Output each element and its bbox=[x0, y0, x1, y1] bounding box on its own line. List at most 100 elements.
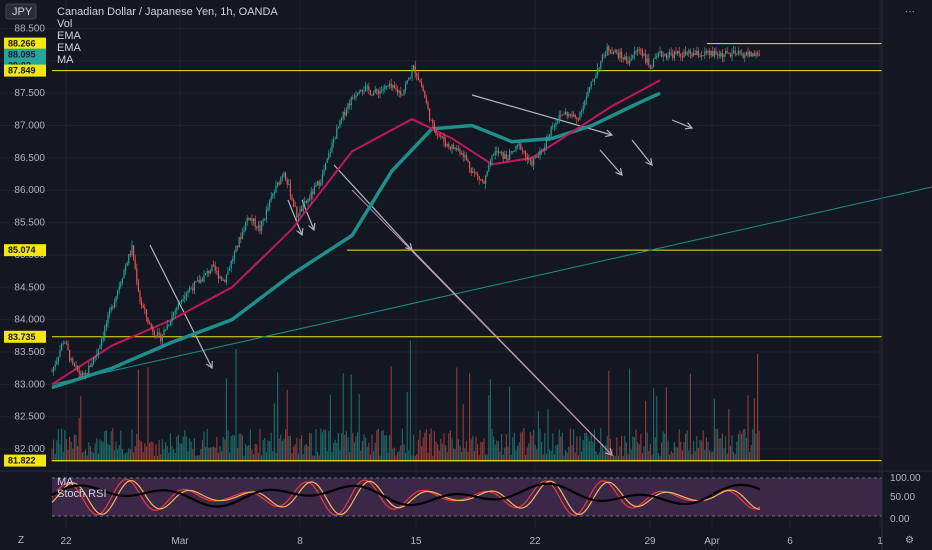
volume-bar bbox=[656, 396, 658, 462]
volume-bar bbox=[625, 442, 627, 462]
candle-body bbox=[437, 134, 439, 135]
candle-body bbox=[237, 245, 239, 247]
candle-body bbox=[571, 114, 573, 117]
volume-bar bbox=[57, 428, 59, 462]
volume-bar bbox=[720, 438, 722, 462]
candle-body bbox=[504, 154, 506, 159]
volume-bar bbox=[152, 442, 154, 462]
legend-ema-1[interactable]: EMA bbox=[57, 30, 82, 42]
volume-bar bbox=[302, 454, 304, 462]
candle-body bbox=[480, 179, 482, 181]
volume-bar bbox=[651, 454, 653, 462]
volume-bar bbox=[93, 452, 95, 462]
volume-bar bbox=[219, 445, 221, 462]
volume-bar bbox=[366, 446, 368, 462]
settings-gear-icon[interactable]: ⚙ bbox=[905, 535, 914, 546]
volume-bar bbox=[104, 431, 106, 462]
timezone-icon[interactable]: Z bbox=[18, 535, 24, 546]
candle-body bbox=[243, 230, 245, 232]
legend-ma[interactable]: MA bbox=[57, 54, 74, 66]
drawn-arrow-head bbox=[296, 227, 304, 237]
candle-body bbox=[657, 53, 659, 56]
volume-bar bbox=[133, 452, 135, 462]
candle-body bbox=[694, 53, 696, 55]
candle-body bbox=[259, 225, 261, 231]
candle-body bbox=[661, 51, 663, 57]
volume-bar bbox=[64, 430, 66, 462]
volume-bar bbox=[686, 430, 688, 462]
volume-bar bbox=[277, 372, 279, 462]
volume-bar bbox=[158, 440, 160, 462]
candle-body bbox=[277, 182, 279, 186]
volume-bar bbox=[459, 445, 461, 462]
candle-body bbox=[153, 331, 155, 336]
candle-body bbox=[560, 114, 562, 116]
symbol-badge[interactable] bbox=[5, 3, 37, 20]
volume-bar bbox=[347, 437, 349, 462]
volume-bar bbox=[179, 443, 181, 462]
volume-bar bbox=[206, 428, 208, 462]
volume-bar bbox=[134, 446, 136, 462]
candle-body bbox=[69, 349, 71, 361]
volume-bar bbox=[678, 429, 680, 462]
volume-bar bbox=[726, 453, 728, 462]
candle-body bbox=[142, 305, 144, 308]
volume-bar bbox=[667, 440, 669, 462]
volume-bar bbox=[197, 455, 199, 462]
volume-bar bbox=[85, 449, 87, 462]
menu-dots-icon[interactable]: ··· bbox=[905, 6, 915, 17]
candle-body bbox=[131, 245, 133, 255]
candle-body bbox=[171, 315, 173, 322]
candle-body bbox=[54, 364, 56, 368]
osc-legend-stoch-rsi[interactable]: Stoch RSI bbox=[57, 488, 107, 500]
candle-body bbox=[192, 288, 194, 291]
candle-body bbox=[373, 92, 375, 96]
volume-bar bbox=[734, 454, 736, 462]
osc-legend-ma[interactable]: MA bbox=[57, 476, 74, 488]
candle-body bbox=[513, 150, 515, 152]
volume-bar bbox=[688, 450, 690, 462]
candle-body bbox=[163, 329, 165, 336]
candle-body bbox=[395, 88, 397, 90]
volume-bar bbox=[521, 431, 523, 462]
candle-body bbox=[182, 298, 184, 300]
volume-bar bbox=[120, 430, 122, 462]
candle-body bbox=[459, 149, 461, 154]
candle-body bbox=[129, 254, 131, 255]
candle-body bbox=[297, 216, 299, 218]
candle-body bbox=[86, 373, 88, 375]
volume-bar bbox=[646, 432, 648, 462]
volume-bar bbox=[664, 433, 666, 462]
candle-body bbox=[541, 149, 543, 151]
volume-bar bbox=[704, 449, 706, 462]
candle-body bbox=[653, 58, 655, 68]
candle-body bbox=[261, 221, 263, 231]
volume-bar bbox=[606, 435, 608, 462]
price-tag-bg bbox=[4, 64, 46, 77]
volume-bar bbox=[278, 438, 280, 462]
legend-vol[interactable]: Vol bbox=[57, 18, 72, 30]
candle-body bbox=[269, 200, 271, 208]
volume-bar bbox=[632, 436, 634, 462]
volume-bar bbox=[286, 389, 288, 462]
volume-bar bbox=[605, 445, 607, 462]
candle-body bbox=[630, 58, 632, 61]
legend-ema-2[interactable]: EMA bbox=[57, 42, 82, 54]
volume-bar bbox=[593, 429, 595, 462]
candle-body bbox=[537, 156, 539, 158]
volume-bar bbox=[555, 445, 557, 462]
osc-tick-label: 0.00 bbox=[890, 514, 910, 525]
volume-bar bbox=[677, 447, 679, 462]
candle-body bbox=[609, 50, 611, 53]
candle-body bbox=[729, 53, 731, 57]
volume-bars bbox=[51, 340, 760, 462]
candle-body bbox=[203, 275, 205, 282]
volume-bar bbox=[619, 446, 621, 462]
candle-body bbox=[550, 126, 552, 135]
candle-body bbox=[619, 51, 621, 59]
candle-body bbox=[755, 52, 757, 56]
volume-bar bbox=[733, 451, 735, 462]
candle-body bbox=[593, 78, 595, 81]
candle-body bbox=[299, 209, 301, 217]
